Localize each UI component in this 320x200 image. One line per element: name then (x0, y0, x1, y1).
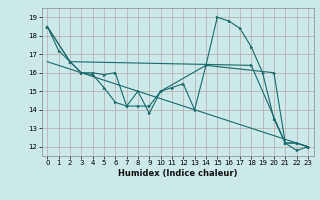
X-axis label: Humidex (Indice chaleur): Humidex (Indice chaleur) (118, 169, 237, 178)
